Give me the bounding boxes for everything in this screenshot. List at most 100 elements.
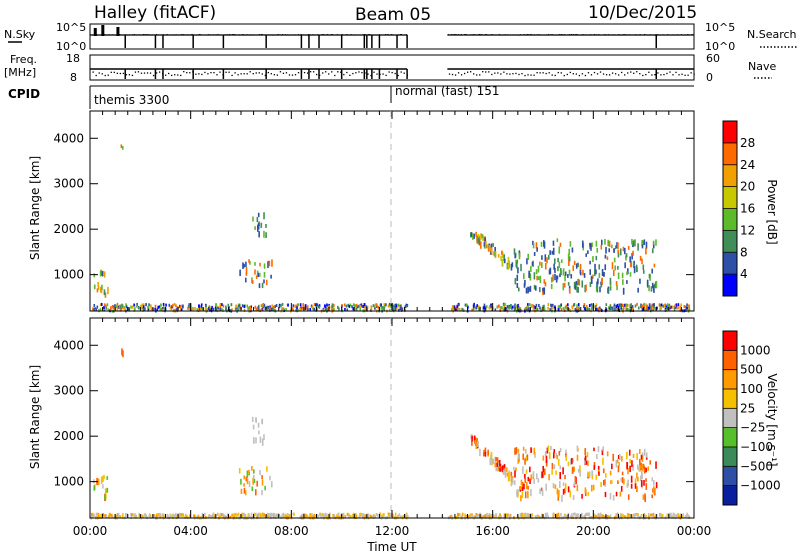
range-cell: [464, 303, 467, 307]
range-cell: [102, 475, 104, 482]
range-cell: [623, 247, 626, 255]
range-cell: [633, 260, 635, 266]
sky-tick-bottom: 10^0: [56, 40, 86, 53]
range-cell: [501, 251, 504, 259]
nave-dot: [554, 74, 556, 77]
range-cell: [587, 250, 589, 254]
range-cell: [525, 456, 527, 461]
range-cell: [356, 305, 359, 309]
range-cell: [631, 460, 633, 468]
range-cell: [648, 273, 651, 279]
range-cell: [531, 261, 534, 266]
range-cell: [225, 305, 227, 309]
range-cell: [641, 463, 644, 471]
range-cell: [94, 308, 97, 312]
range-cell: [294, 304, 296, 308]
range-cell: [365, 305, 368, 309]
range-cell: [564, 271, 567, 276]
nave-dot: [349, 74, 351, 76]
range-cell: [573, 260, 576, 266]
range-cell: [559, 304, 562, 308]
range-cell: [646, 279, 649, 287]
range-cell: [604, 478, 606, 485]
range-cell: [379, 303, 382, 307]
nave-dot: [183, 71, 185, 73]
range-cell: [497, 253, 500, 258]
range-cell: [554, 267, 556, 274]
nave-dot: [143, 72, 146, 74]
range-cell: [584, 455, 587, 461]
freq-strip-unit: [MHz]: [4, 66, 36, 79]
range-cell: [216, 512, 219, 516]
range-cell: [673, 513, 676, 517]
range-cell: [180, 308, 183, 312]
range-cell: [144, 512, 147, 516]
range-cell: [380, 306, 383, 310]
range-cell: [668, 305, 671, 309]
range-cell: [104, 292, 107, 298]
range-cell: [110, 513, 113, 517]
range-cell: [523, 513, 525, 517]
range-cell: [310, 515, 313, 519]
range-cell: [533, 284, 536, 290]
range-cell: [557, 308, 560, 312]
range-cell: [643, 305, 646, 309]
y-tick-label: 1000: [53, 268, 84, 282]
range-cell: [248, 481, 251, 488]
range-cell: [157, 305, 160, 309]
range-cell: [316, 303, 319, 307]
range-cell: [220, 513, 223, 517]
range-cell: [480, 241, 482, 249]
range-cell: [333, 303, 335, 307]
range-cell: [180, 304, 183, 308]
range-cell: [530, 474, 533, 481]
range-cell: [135, 304, 138, 308]
range-cell: [553, 263, 555, 270]
range-cell: [559, 273, 561, 278]
nave-dot: [261, 73, 263, 75]
range-cell: [208, 306, 211, 310]
range-cell: [472, 304, 475, 308]
nave-dot: [122, 72, 125, 75]
range-cell: [677, 515, 680, 519]
range-cell: [475, 231, 477, 237]
range-cell: [640, 480, 643, 487]
nave-dot: [693, 73, 695, 75]
nave-dot: [457, 72, 460, 74]
range-cell: [489, 305, 491, 309]
range-cell: [159, 513, 161, 517]
range-cell: [568, 288, 571, 294]
range-cell: [616, 284, 618, 291]
range-cell: [632, 464, 634, 471]
nave-dot: [279, 71, 282, 73]
range-cell: [328, 305, 331, 309]
range-cell: [451, 308, 453, 312]
nave-dot: [669, 71, 671, 73]
range-cell: [500, 306, 502, 310]
range-cell: [640, 462, 643, 470]
range-cell: [485, 305, 488, 309]
range-cell: [280, 515, 282, 519]
range-cell: [300, 515, 303, 519]
range-cell: [515, 467, 517, 472]
range-cell: [296, 306, 298, 310]
range-cell: [296, 303, 299, 307]
nave-dot: [315, 73, 318, 76]
range-cell: [527, 303, 529, 307]
range-cell: [376, 513, 379, 517]
nave-dot: [237, 74, 239, 76]
nave-dot: [95, 74, 97, 77]
range-cell: [652, 242, 655, 249]
search-strip-label: N.Search: [747, 28, 797, 41]
range-cell: [582, 269, 584, 276]
range-cell: [281, 513, 284, 517]
range-cell: [242, 262, 244, 269]
range-cell: [562, 307, 565, 311]
range-cell: [523, 283, 526, 288]
range-cell: [259, 470, 261, 476]
range-cell: [680, 303, 683, 307]
range-cell: [651, 282, 654, 289]
range-cell: [110, 306, 112, 310]
range-cell: [490, 305, 493, 309]
range-cell: [626, 271, 628, 276]
